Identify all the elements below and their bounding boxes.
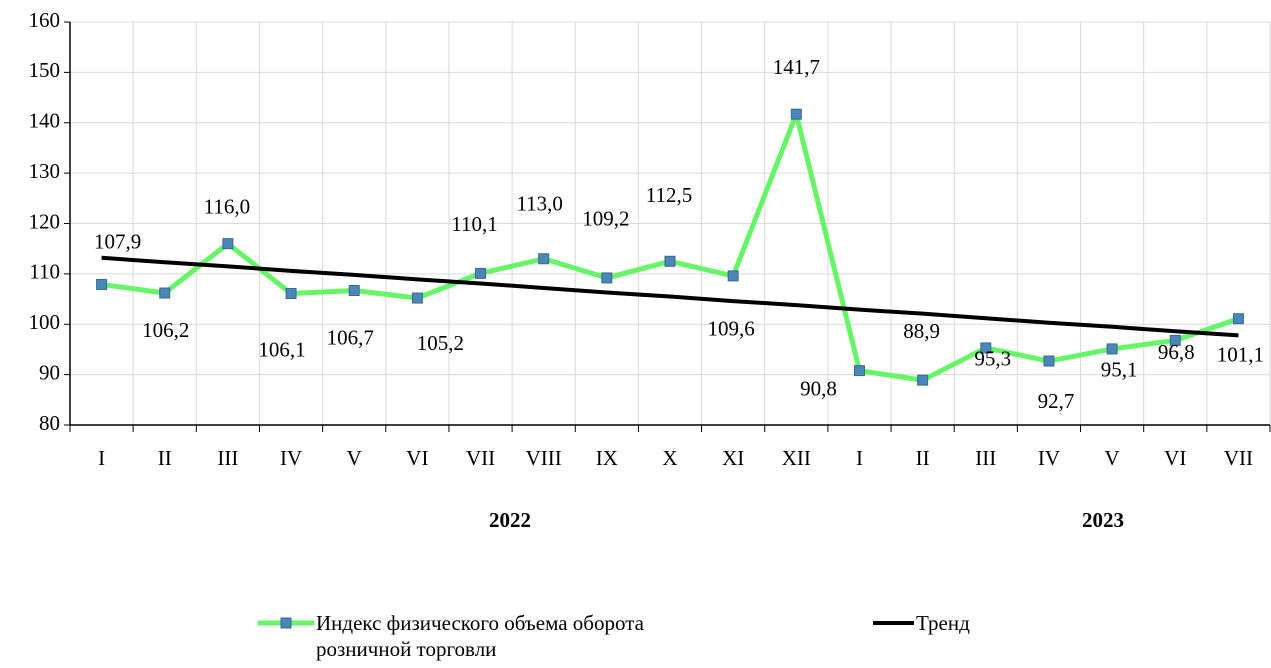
y-tick-label: 150 [29, 58, 61, 82]
marker [727, 270, 739, 282]
data-label: 109,2 [582, 207, 629, 231]
x-tick-label: II [158, 446, 172, 470]
x-tick-label: V [1105, 446, 1120, 470]
legend-label: Тренд [916, 611, 970, 635]
data-label: 101,1 [1217, 343, 1264, 367]
y-tick-label: 90 [39, 360, 60, 384]
data-label: 141,7 [773, 55, 820, 79]
y-tick-label: 130 [29, 159, 61, 183]
marker [538, 253, 550, 265]
x-tick-label: XI [722, 446, 744, 470]
x-tick-label: V [347, 446, 362, 470]
data-label: 90,8 [800, 376, 837, 400]
marker [917, 374, 929, 386]
marker [475, 267, 487, 279]
data-label: 112,5 [646, 183, 692, 207]
marker [1043, 355, 1055, 367]
y-tick-label: 80 [39, 411, 60, 435]
marker [159, 287, 171, 299]
x-tick-label: VII [466, 446, 495, 470]
data-label: 106,1 [258, 337, 305, 361]
data-label: 95,3 [974, 347, 1011, 371]
x-tick-label: III [975, 446, 996, 470]
data-label: 106,7 [327, 325, 374, 349]
x-group-label: 2022 [489, 508, 531, 532]
data-label: 96,8 [1158, 340, 1195, 364]
data-label: 95,1 [1101, 358, 1138, 382]
data-label: 92,7 [1038, 389, 1075, 413]
marker [1169, 334, 1181, 346]
marker [96, 278, 108, 290]
x-tick-label: I [98, 446, 105, 470]
x-tick-label: I [856, 446, 863, 470]
data-label: 105,2 [417, 331, 464, 355]
marker [222, 238, 234, 250]
x-tick-label: VIII [526, 446, 562, 470]
x-tick-label: IX [596, 446, 618, 470]
x-group-label: 2023 [1082, 508, 1124, 532]
data-label: 88,9 [903, 319, 940, 343]
marker [601, 272, 613, 284]
marker [348, 284, 360, 296]
x-tick-label: II [916, 446, 930, 470]
data-label: 106,2 [142, 318, 189, 342]
x-tick-label: X [662, 446, 677, 470]
y-tick-label: 110 [29, 260, 60, 284]
data-label: 113,0 [516, 192, 562, 216]
x-tick-label: IV [280, 446, 302, 470]
x-tick-label: XII [782, 446, 811, 470]
marker [285, 288, 297, 300]
marker [1106, 343, 1118, 355]
x-tick-label: VII [1224, 446, 1253, 470]
data-label: 110,1 [451, 212, 497, 236]
data-label: 107,9 [94, 229, 141, 253]
x-tick-label: VI [406, 446, 428, 470]
legend-label: Индекс физического объема оборота рознич… [316, 611, 644, 661]
legend-marker [280, 617, 292, 629]
y-tick-label: 160 [29, 8, 61, 32]
x-tick-label: IV [1038, 446, 1060, 470]
series-line [101, 255, 1239, 338]
x-tick-label: VI [1164, 446, 1186, 470]
marker [664, 255, 676, 267]
marker [411, 292, 423, 304]
x-tick-label: III [217, 446, 238, 470]
y-tick-label: 140 [29, 109, 61, 133]
marker [790, 108, 802, 120]
marker [853, 365, 865, 377]
data-label: 116,0 [204, 194, 250, 218]
data-label: 109,6 [708, 317, 755, 341]
y-tick-label: 120 [29, 209, 61, 233]
marker [980, 342, 992, 354]
marker [1232, 313, 1244, 325]
y-tick-label: 100 [29, 310, 61, 334]
